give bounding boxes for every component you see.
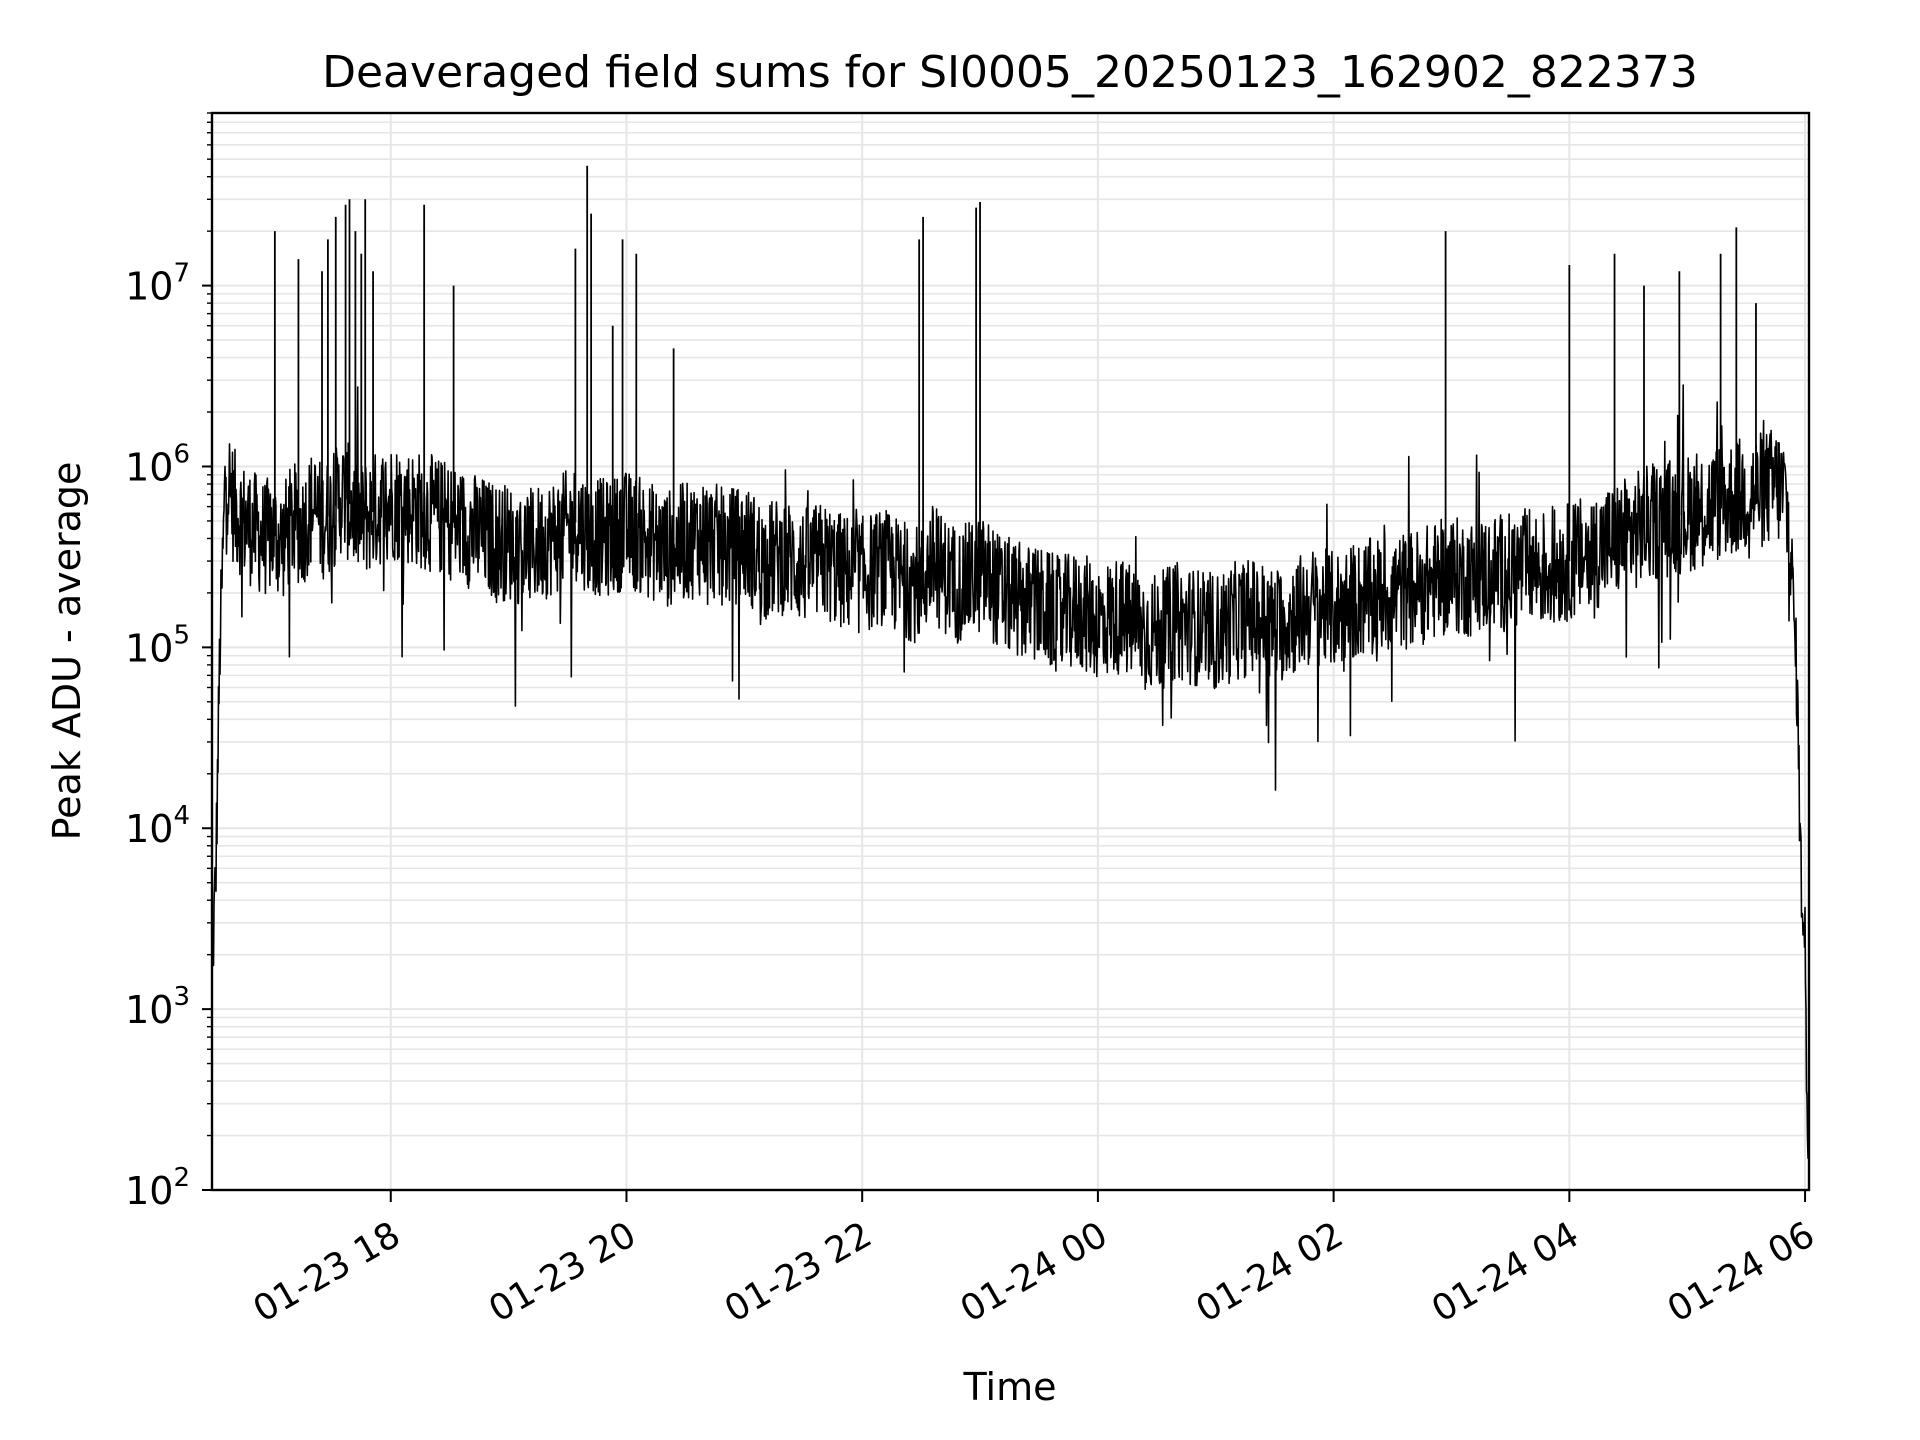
gridlines — [212, 112, 1809, 1191]
x-tick-label: 01-24 06 — [1661, 1214, 1822, 1330]
y-axis-ticks: 102 103 104 105 106 107 — [125, 112, 212, 1213]
series-line — [211, 384, 1810, 1159]
x-tick-label: 01-23 18 — [247, 1214, 408, 1330]
x-axis-label: Time — [963, 1365, 1057, 1409]
x-tick-label: 01-24 04 — [1425, 1214, 1586, 1330]
spike-lines — [273, 165, 1757, 585]
x-axis-ticks: 01-23 18 01-23 20 01-23 22 01-24 00 01-24 02… — [247, 1190, 1822, 1331]
x-tick-label: 01-23 22 — [718, 1214, 879, 1330]
x-tick-label: 01-24 00 — [954, 1214, 1115, 1330]
y-axis-label: Peak ADU - average — [45, 462, 89, 841]
chart-title: Deaveraged field sums for SI0005_2025012… — [322, 47, 1698, 98]
y-tick-label: 104 — [125, 801, 190, 851]
x-tick-label: 01-24 02 — [1189, 1214, 1350, 1330]
x-tick-label: 01-23 20 — [482, 1214, 643, 1330]
y-tick-label: 106 — [125, 439, 190, 489]
y-tick-label: 103 — [125, 982, 190, 1032]
y-tick-label: 105 — [125, 620, 190, 670]
y-tick-label: 102 — [125, 1163, 190, 1213]
plot-frame — [210, 111, 1811, 1192]
y-tick-label: 107 — [125, 259, 190, 309]
